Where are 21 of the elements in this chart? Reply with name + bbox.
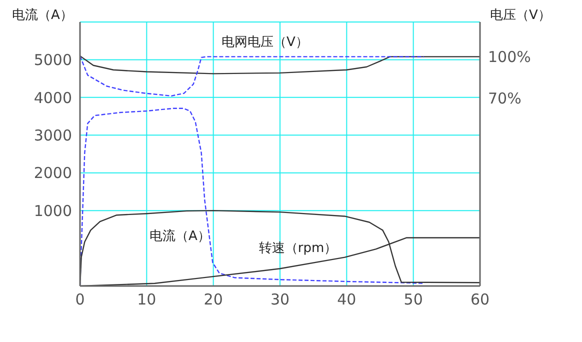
x-tick-label: 50 — [404, 290, 423, 309]
y-axis-title: 电流（A） — [12, 7, 73, 24]
x-tick-label: 60 — [470, 290, 490, 309]
line-series — [80, 55, 480, 74]
y2-tick-label: 100% — [488, 48, 531, 66]
y2-tick-label: 70% — [488, 89, 522, 108]
y2-axis-title: 电压（V） — [490, 7, 551, 24]
y-tick-label: 2000 — [34, 164, 72, 182]
x-tick-label: 10 — [137, 290, 156, 309]
y-tick-label: 3000 — [34, 126, 72, 144]
y-tick-label: 4000 — [34, 88, 72, 107]
x-tick-label: 40 — [337, 290, 356, 309]
line-series — [80, 55, 425, 97]
annotation: 电流（A） — [150, 228, 210, 245]
annotation: 电网电压（V） — [222, 34, 308, 51]
line-series — [80, 108, 425, 286]
x-tick-label: 30 — [270, 290, 290, 309]
x-tick-label: 20 — [204, 290, 223, 309]
x-tick-label: 0 — [75, 290, 85, 309]
y-tick-label: 1000 — [34, 202, 72, 220]
y-tick-label: 5000 — [34, 51, 72, 70]
